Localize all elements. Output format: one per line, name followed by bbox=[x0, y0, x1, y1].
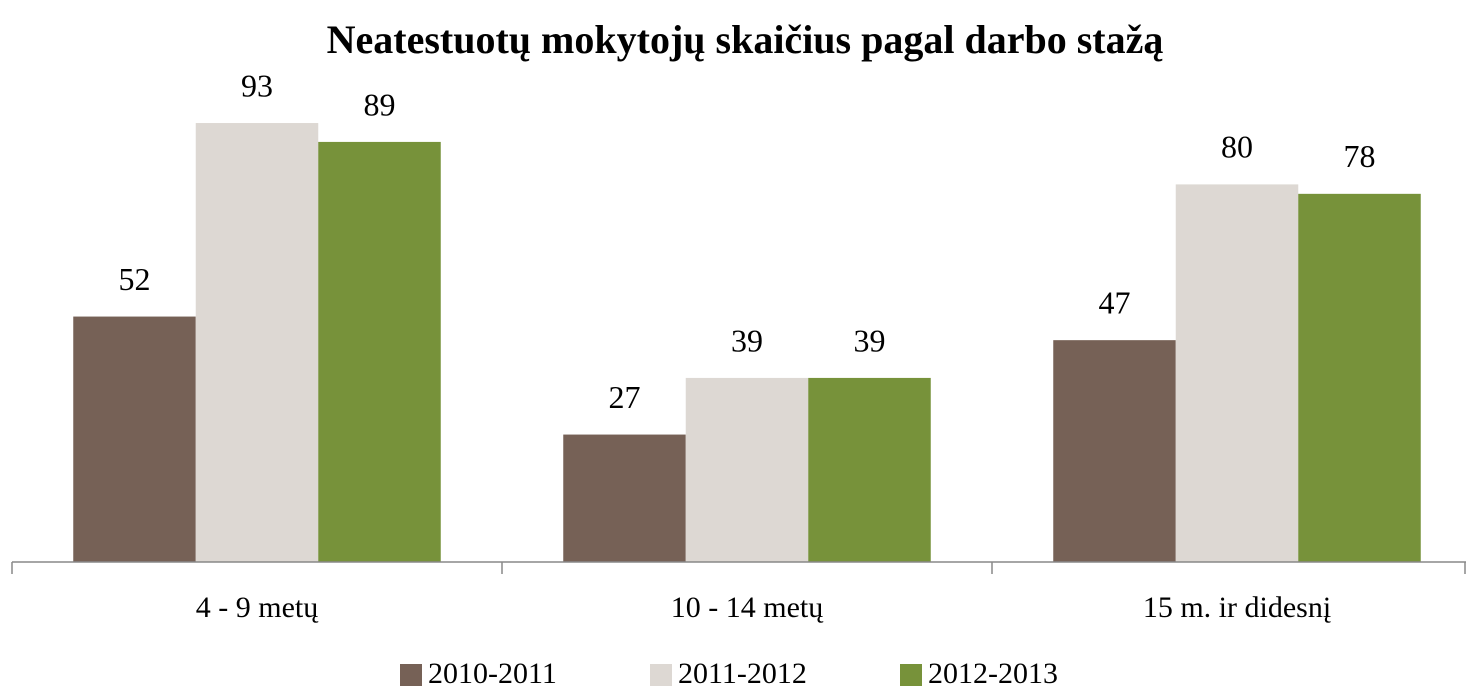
data-label: 39 bbox=[854, 322, 886, 358]
bar bbox=[563, 434, 686, 562]
data-label: 39 bbox=[731, 322, 763, 358]
bar bbox=[808, 377, 931, 562]
x-tick-label: 15 m. ir didesnį bbox=[1143, 591, 1331, 624]
legend-label: 2011-2012 bbox=[678, 657, 807, 690]
bar bbox=[1298, 193, 1421, 562]
legend-label: 2010-2011 bbox=[428, 657, 557, 690]
data-label: 80 bbox=[1221, 129, 1253, 165]
bar bbox=[1175, 184, 1299, 562]
legend-swatch bbox=[650, 664, 672, 686]
chart-title: Neatestuotų mokytojų skaičius pagal darb… bbox=[327, 17, 1164, 62]
bar bbox=[195, 123, 319, 562]
x-tick-label: 10 - 14 metų bbox=[671, 591, 824, 624]
bar bbox=[318, 141, 441, 563]
legend-swatch bbox=[900, 664, 922, 686]
data-label: 47 bbox=[1099, 285, 1131, 321]
data-label: 52 bbox=[119, 261, 151, 297]
x-tick-label: 4 - 9 metų bbox=[196, 591, 319, 624]
bar bbox=[685, 377, 809, 562]
data-label: 78 bbox=[1344, 138, 1376, 174]
legend-swatch bbox=[400, 664, 422, 686]
data-label: 93 bbox=[241, 67, 273, 103]
data-label: 89 bbox=[364, 86, 396, 122]
legend-label: 2012-2013 bbox=[928, 657, 1058, 690]
data-label: 27 bbox=[609, 379, 641, 415]
bar bbox=[1053, 340, 1176, 562]
bar bbox=[73, 316, 196, 562]
